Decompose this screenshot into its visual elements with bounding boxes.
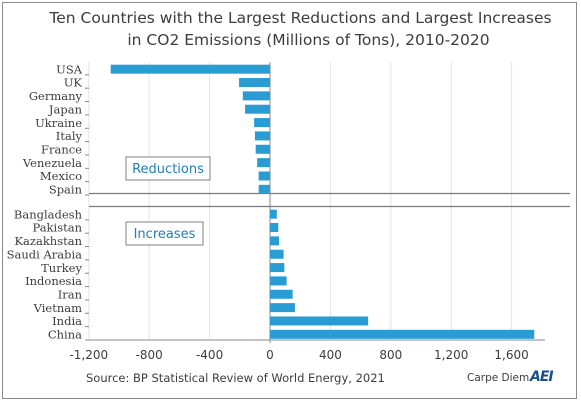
category-label: Spain: [49, 183, 83, 197]
category-label: China: [48, 328, 82, 342]
category-label: Turkey: [41, 261, 82, 275]
bar-china: [270, 329, 535, 339]
bar-spain: [258, 184, 270, 194]
bar-indonesia: [270, 276, 287, 286]
x-tick-label: -1,200: [69, 348, 108, 362]
bar-vietnam: [270, 303, 295, 313]
category-label: Kazakhstan: [14, 234, 82, 248]
reductions-label-box: [125, 156, 211, 181]
x-tick-label: 800: [379, 348, 402, 362]
bar-mexico: [258, 171, 270, 181]
bar-japan: [245, 104, 270, 114]
category-label: Italy: [56, 129, 83, 143]
chart-title-line-1: Ten Countries with the Largest Reduction…: [49, 9, 552, 27]
category-label: Ukraine: [35, 116, 82, 130]
bar-venezuela: [257, 158, 270, 168]
category-label: Saudi Arabia: [7, 247, 83, 261]
category-label: Pakistan: [32, 221, 82, 235]
bar-france: [255, 144, 270, 154]
category-label: Bangladesh: [14, 207, 83, 221]
bar-pakistan: [270, 223, 279, 233]
bar-usa: [110, 64, 270, 74]
bar-turkey: [270, 263, 285, 273]
figure-border: [2, 2, 577, 399]
x-tick-label: 400: [319, 348, 342, 362]
category-label: UK: [64, 76, 83, 90]
source-note: Source: BP Statistical Review of World E…: [86, 371, 385, 385]
category-label: France: [41, 142, 82, 156]
aei-logo: AEI: [530, 369, 554, 385]
brand-text: Carpe Diem: [467, 372, 530, 384]
category-label: Vietnam: [33, 301, 82, 315]
bar-italy: [254, 131, 270, 141]
bar-kazakhstan: [270, 236, 280, 246]
category-label: Japan: [48, 102, 83, 116]
x-tick-label: 1,200: [434, 348, 468, 362]
reductions-label: Reductions: [132, 162, 204, 177]
category-label: Germany: [29, 89, 83, 103]
category-label: Mexico: [40, 169, 82, 183]
increases-label: Increases: [134, 227, 196, 242]
category-label: Indonesia: [25, 274, 82, 288]
x-tick-label: 0: [266, 348, 274, 362]
category-label: Iran: [58, 287, 83, 301]
bar-bangladesh: [270, 209, 277, 219]
bar-india: [270, 316, 369, 326]
increases-label-box: [125, 221, 204, 246]
category-label: USA: [56, 62, 83, 76]
bar-germany: [242, 91, 270, 101]
category-label: Venezuela: [22, 156, 82, 170]
category-label: India: [52, 314, 82, 328]
bar-ukraine: [254, 118, 270, 128]
x-tick-label: 1,600: [494, 348, 528, 362]
bar-iran: [270, 289, 293, 299]
chart-title-line-2: in CO2 Emissions (Millions of Tons), 201…: [127, 31, 490, 49]
x-tick-label: -800: [136, 348, 163, 362]
x-tick-label: -400: [196, 348, 223, 362]
bar-uk: [239, 78, 270, 88]
bar-saudi-arabia: [270, 249, 284, 259]
